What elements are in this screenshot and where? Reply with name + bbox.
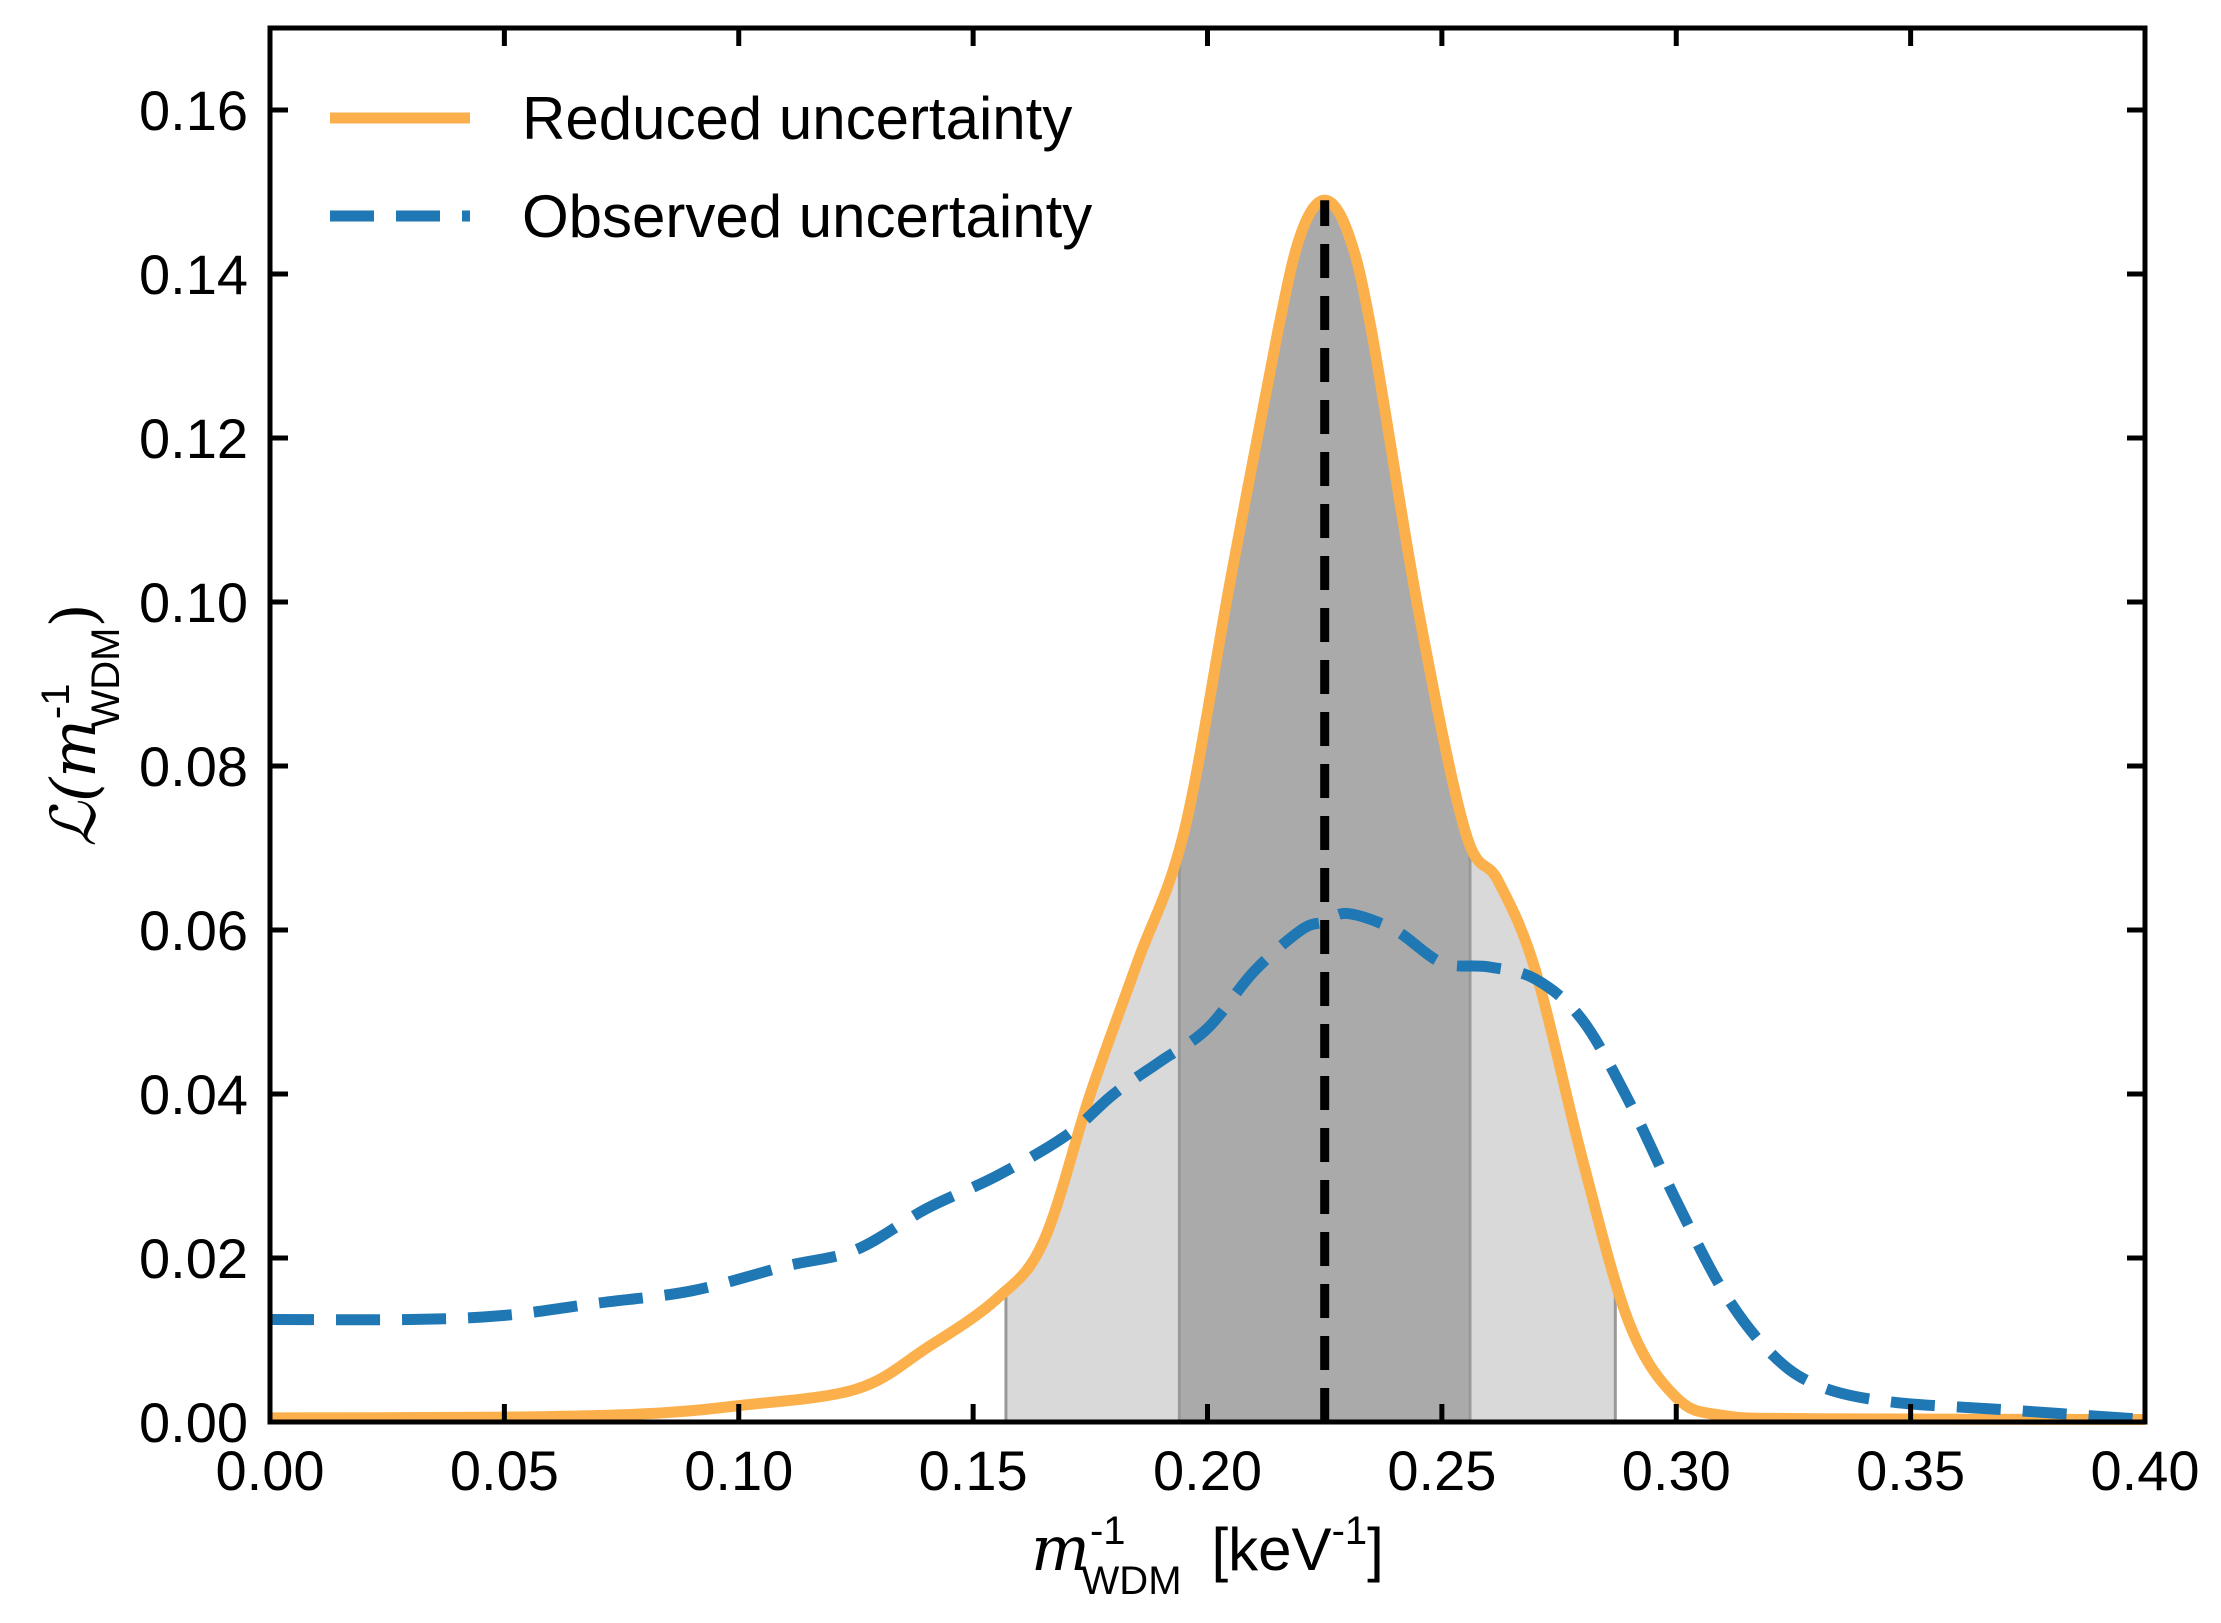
y-axis-label: ℒ(m-1 WDM) (34, 603, 128, 846)
x-tick-label-3: 0.15 (919, 1439, 1028, 1502)
x-tick-label-1: 0.05 (450, 1439, 559, 1502)
x-tick-label-6: 0.30 (1622, 1439, 1731, 1502)
legend-label-2: Observed uncertainty (522, 183, 1092, 250)
x-tick-label-8: 0.40 (2091, 1439, 2200, 1502)
y-tick-label-8: 0.16 (139, 79, 248, 142)
x-tick-label-5: 0.25 (1387, 1439, 1496, 1502)
observed-uncertainty-line (269, 907, 2146, 1425)
y-tick-label-5: 0.10 (139, 571, 248, 634)
x-axis-label: m-1 WDM [keV-1] (1031, 1509, 1384, 1603)
y-tick-label-7: 0.14 (139, 243, 248, 306)
y-tick-label-0: 0.00 (139, 1391, 248, 1454)
x-tick-label-0: 0.00 (216, 1439, 325, 1502)
x-tick-label-7: 0.35 (1856, 1439, 1965, 1502)
y-tick-label-3: 0.06 (139, 899, 248, 962)
y-tick-label-6: 0.12 (139, 407, 248, 470)
y-tick-label-1: 0.02 (139, 1227, 248, 1290)
y-tick-label-2: 0.04 (139, 1063, 248, 1126)
axis-ticks: 0.00 0.05 0.10 0.15 0.20 0.25 0.30 0.35 0.40 0.00… (139, 28, 2200, 1502)
legend-label-1: Reduced uncertainty (522, 85, 1072, 152)
reduced-uncertainty-line (269, 194, 2146, 1425)
y-tick-label-4: 0.08 (139, 735, 248, 798)
credible-bands (1004, 200, 1617, 1423)
x-tick-label-4: 0.20 (1153, 1439, 1262, 1502)
x-tick-label-2: 0.10 (684, 1439, 793, 1502)
series-lines (269, 194, 2146, 1425)
legend: Reduced uncertainty Observed uncertainty (330, 85, 1092, 250)
